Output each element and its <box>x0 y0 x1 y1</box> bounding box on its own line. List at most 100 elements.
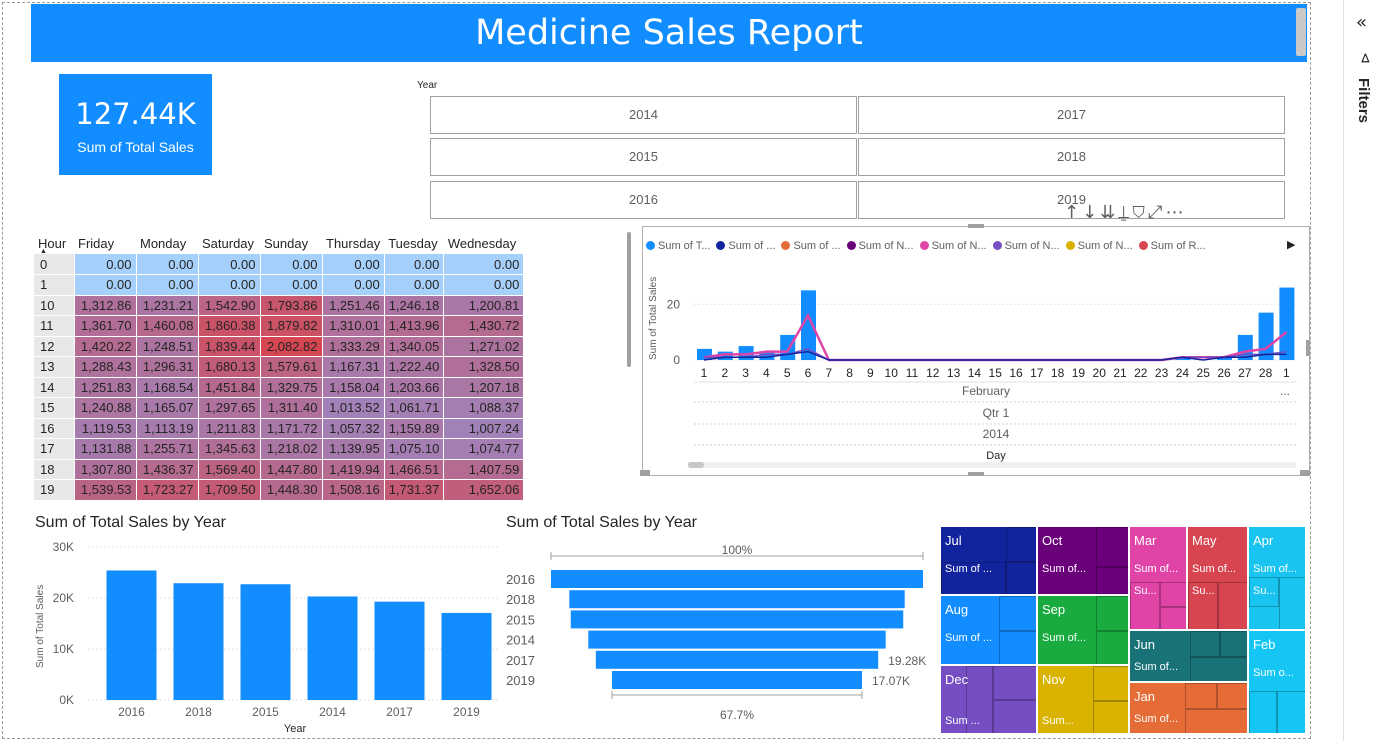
chart-scrollbar-track[interactable] <box>688 462 1296 468</box>
slicer-option-2014[interactable]: 2014 <box>430 96 857 134</box>
treemap-tile-oct[interactable]: Oct Sum of... <box>1037 526 1129 595</box>
treemap-subtile[interactable] <box>1096 596 1128 631</box>
daily-sales-bar[interactable] <box>717 351 733 360</box>
year-bar[interactable] <box>374 601 425 700</box>
matrix-cell[interactable]: 1,569.40 <box>198 459 261 480</box>
treemap-subtile[interactable] <box>1279 577 1305 629</box>
matrix-cell[interactable]: 1,271.02 <box>443 336 525 357</box>
matrix-row-label[interactable]: 17 <box>34 438 75 460</box>
matrix-row-label[interactable]: 10 <box>34 295 75 316</box>
matrix-cell[interactable]: 1,508.16 <box>322 479 385 501</box>
sort-ascending-icon[interactable]: ▲ <box>40 248 47 255</box>
legend-item[interactable]: Sum of N... <box>919 240 987 252</box>
matrix-row-label[interactable]: 12 <box>34 336 75 357</box>
legend-item[interactable]: Sum of T... <box>646 240 710 252</box>
year-bar[interactable] <box>307 596 358 700</box>
matrix-cell[interactable]: 1,203.66 <box>384 377 445 398</box>
resize-handle-right[interactable] <box>1306 340 1310 356</box>
matrix-cell[interactable]: 1,436.37 <box>136 459 199 480</box>
matrix-cell[interactable]: 0.00 <box>74 274 137 296</box>
vertical-scrollbar[interactable] <box>1296 8 1306 56</box>
treemap-subtile[interactable] <box>1093 666 1128 701</box>
matrix-row-label[interactable]: 1 <box>34 274 75 296</box>
matrix-cell[interactable]: 1,311.40 <box>260 397 323 419</box>
matrix-cell[interactable]: 1,113.19 <box>136 418 199 439</box>
matrix-cell[interactable]: 1,088.37 <box>443 397 525 419</box>
legend-item[interactable]: Sum of N... <box>1065 240 1133 252</box>
treemap-subtile[interactable] <box>1160 582 1186 607</box>
treemap-tile-jan[interactable]: Jan Sum of... <box>1129 682 1248 734</box>
matrix-cell[interactable]: 1,333.29 <box>322 336 385 357</box>
collapse-pane-icon[interactable]: « <box>1356 12 1368 33</box>
matrix-cell[interactable]: 1,251.83 <box>74 377 137 398</box>
daily-sales-bar[interactable] <box>780 334 796 360</box>
slicer-option-2018[interactable]: 2018 <box>858 138 1285 176</box>
matrix-cell[interactable]: 1,007.24 <box>443 418 525 439</box>
matrix-cell[interactable]: 1,448.30 <box>260 479 323 501</box>
matrix-row-label[interactable]: 14 <box>34 377 75 398</box>
treemap-subtile[interactable] <box>1185 709 1247 733</box>
matrix-row-label[interactable]: 13 <box>34 356 75 378</box>
matrix-row-label[interactable]: 16 <box>34 418 75 439</box>
resize-handle-left[interactable] <box>627 232 631 367</box>
matrix-cell[interactable]: 1,218.02 <box>260 438 323 460</box>
treemap-subtile[interactable] <box>1096 631 1128 664</box>
matrix-cell[interactable]: 1,061.71 <box>384 397 445 419</box>
year-bar[interactable] <box>240 584 291 700</box>
treemap-subtile[interactable] <box>1096 567 1128 594</box>
treemap-subtile[interactable] <box>993 666 1036 700</box>
legend-item[interactable]: Sum of R... <box>1138 240 1206 252</box>
chart-scrollbar-thumb[interactable] <box>688 462 704 468</box>
matrix-cell[interactable]: 1,466.51 <box>384 459 445 480</box>
matrix-cell[interactable]: 1,207.18 <box>443 377 525 398</box>
funnel-bar[interactable] <box>595 650 879 669</box>
treemap-subtile[interactable] <box>1006 527 1036 562</box>
series-line[interactable] <box>703 350 1287 361</box>
matrix-cell[interactable]: 1,167.31 <box>322 356 385 378</box>
line-chart-legend[interactable]: Sum of T... Sum of ... Sum of ... Sum of N.… <box>646 240 1212 252</box>
treemap-subtile[interactable] <box>1160 607 1186 629</box>
matrix-cell[interactable]: 1,839.44 <box>198 336 261 357</box>
funnel-bar[interactable] <box>569 590 905 609</box>
matrix-cell[interactable]: 1,075.10 <box>384 438 445 460</box>
matrix-cell[interactable]: 1,297.65 <box>198 397 261 419</box>
matrix-cell[interactable]: 1,460.08 <box>136 315 199 337</box>
matrix-cell[interactable]: 1,451.84 <box>198 377 261 398</box>
matrix-cell[interactable]: 0.00 <box>322 254 385 275</box>
matrix-cell[interactable]: 1,793.86 <box>260 295 323 316</box>
matrix-cell[interactable]: 0.00 <box>136 274 199 296</box>
matrix-cell[interactable]: 1,680.13 <box>198 356 261 378</box>
matrix-cell[interactable]: 1,860.38 <box>198 315 261 337</box>
matrix-cell[interactable]: 1,231.21 <box>136 295 199 316</box>
matrix-cell[interactable]: 1,165.07 <box>136 397 199 419</box>
treemap-tile-nov[interactable]: Nov Sum... <box>1037 665 1129 734</box>
drill-up-icon[interactable]: ↑ <box>1064 202 1083 223</box>
matrix-cell[interactable]: 1,074.77 <box>443 438 525 460</box>
treemap-tile-feb[interactable]: Feb Sum o... <box>1248 630 1306 734</box>
visual-header-toolbar[interactable]: ↑↓⇊⍊⛉⤢⋯ <box>1064 202 1186 223</box>
treemap-subtile[interactable] <box>993 700 1036 733</box>
resize-handle-bottom-left[interactable] <box>640 470 650 476</box>
year-bar[interactable] <box>173 583 224 700</box>
legend-next-arrow[interactable]: ▶ <box>1287 238 1296 251</box>
matrix-cell[interactable]: 0.00 <box>443 274 525 296</box>
treemap-subtile[interactable] <box>1218 582 1247 629</box>
treemap-tile-may[interactable]: May Sum of... Su... <box>1187 526 1248 630</box>
daily-sales-bar[interactable] <box>801 290 816 360</box>
matrix-row-label[interactable]: 19 <box>34 479 75 501</box>
matrix-cell[interactable]: 1,413.96 <box>384 315 445 337</box>
matrix-cell[interactable]: 1,251.46 <box>322 295 385 316</box>
slicer-option-2016[interactable]: 2016 <box>430 181 857 219</box>
more-options-icon[interactable]: ⋯ <box>1165 202 1187 223</box>
daily-sales-bar[interactable] <box>1217 357 1232 360</box>
matrix-cell[interactable]: 1,329.75 <box>260 377 323 398</box>
matrix-cell[interactable]: 1,420.22 <box>74 336 137 357</box>
matrix-cell[interactable]: 0.00 <box>74 254 137 275</box>
matrix-cell[interactable]: 1,723.27 <box>136 479 199 501</box>
treemap-subtile[interactable] <box>999 596 1036 631</box>
matrix-cell[interactable]: 1,131.88 <box>74 438 137 460</box>
matrix-cell[interactable]: 1,709.50 <box>198 479 261 501</box>
matrix-cell[interactable]: 1,246.18 <box>384 295 445 316</box>
daily-sales-bar[interactable] <box>697 348 712 360</box>
matrix-cell[interactable]: 1,361.70 <box>74 315 137 337</box>
